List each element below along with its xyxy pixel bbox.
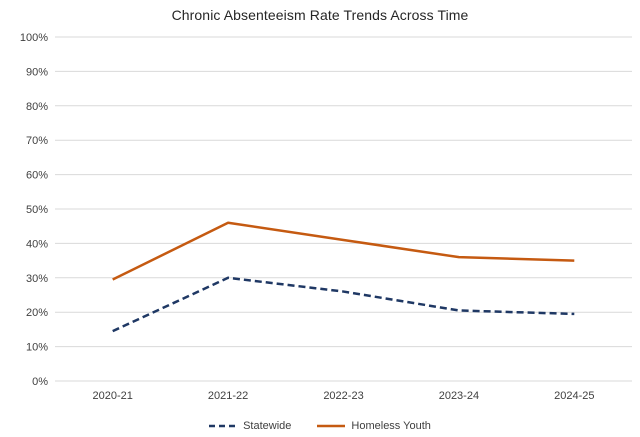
x-axis-category-label: 2022-23 — [323, 390, 363, 402]
legend-swatch-solid-line — [317, 424, 346, 428]
x-axis-category-label: 2024-25 — [554, 390, 594, 402]
y-axis-tick-label: 30% — [26, 273, 48, 285]
series-line-statewide — [112, 276, 575, 333]
y-axis-tick-label: 10% — [26, 342, 48, 354]
y-axis-tick-label: 100% — [20, 32, 48, 44]
x-axis-category-label: 2021-22 — [208, 390, 248, 402]
chart-title: Chronic Absenteeism Rate Trends Across T… — [171, 7, 469, 23]
legend: Statewide Homeless Youth — [0, 420, 640, 432]
y-axis-tick-label: 40% — [26, 238, 48, 250]
y-axis-tick-label: 0% — [32, 376, 48, 388]
x-axis-category-label: 2023-24 — [439, 390, 479, 402]
y-axis-tick-label: 70% — [26, 135, 48, 147]
y-axis-tick-label: 50% — [26, 204, 48, 216]
series-line-homeless-youth — [112, 221, 575, 281]
y-axis-tick-label: 90% — [26, 66, 48, 78]
y-axis-tick-label: 20% — [26, 307, 48, 319]
y-axis-tick-label: 60% — [26, 170, 48, 182]
legend-item-statewide: Statewide — [209, 420, 291, 432]
legend-label: Statewide — [243, 420, 292, 432]
x-axis-category-label: 2020-21 — [93, 390, 133, 402]
legend-item-homeless-youth: Homeless Youth — [317, 420, 431, 432]
legend-label: Homeless Youth — [351, 420, 431, 432]
legend-swatch-dashed-line — [209, 424, 238, 428]
y-axis-tick-label: 80% — [26, 101, 48, 113]
